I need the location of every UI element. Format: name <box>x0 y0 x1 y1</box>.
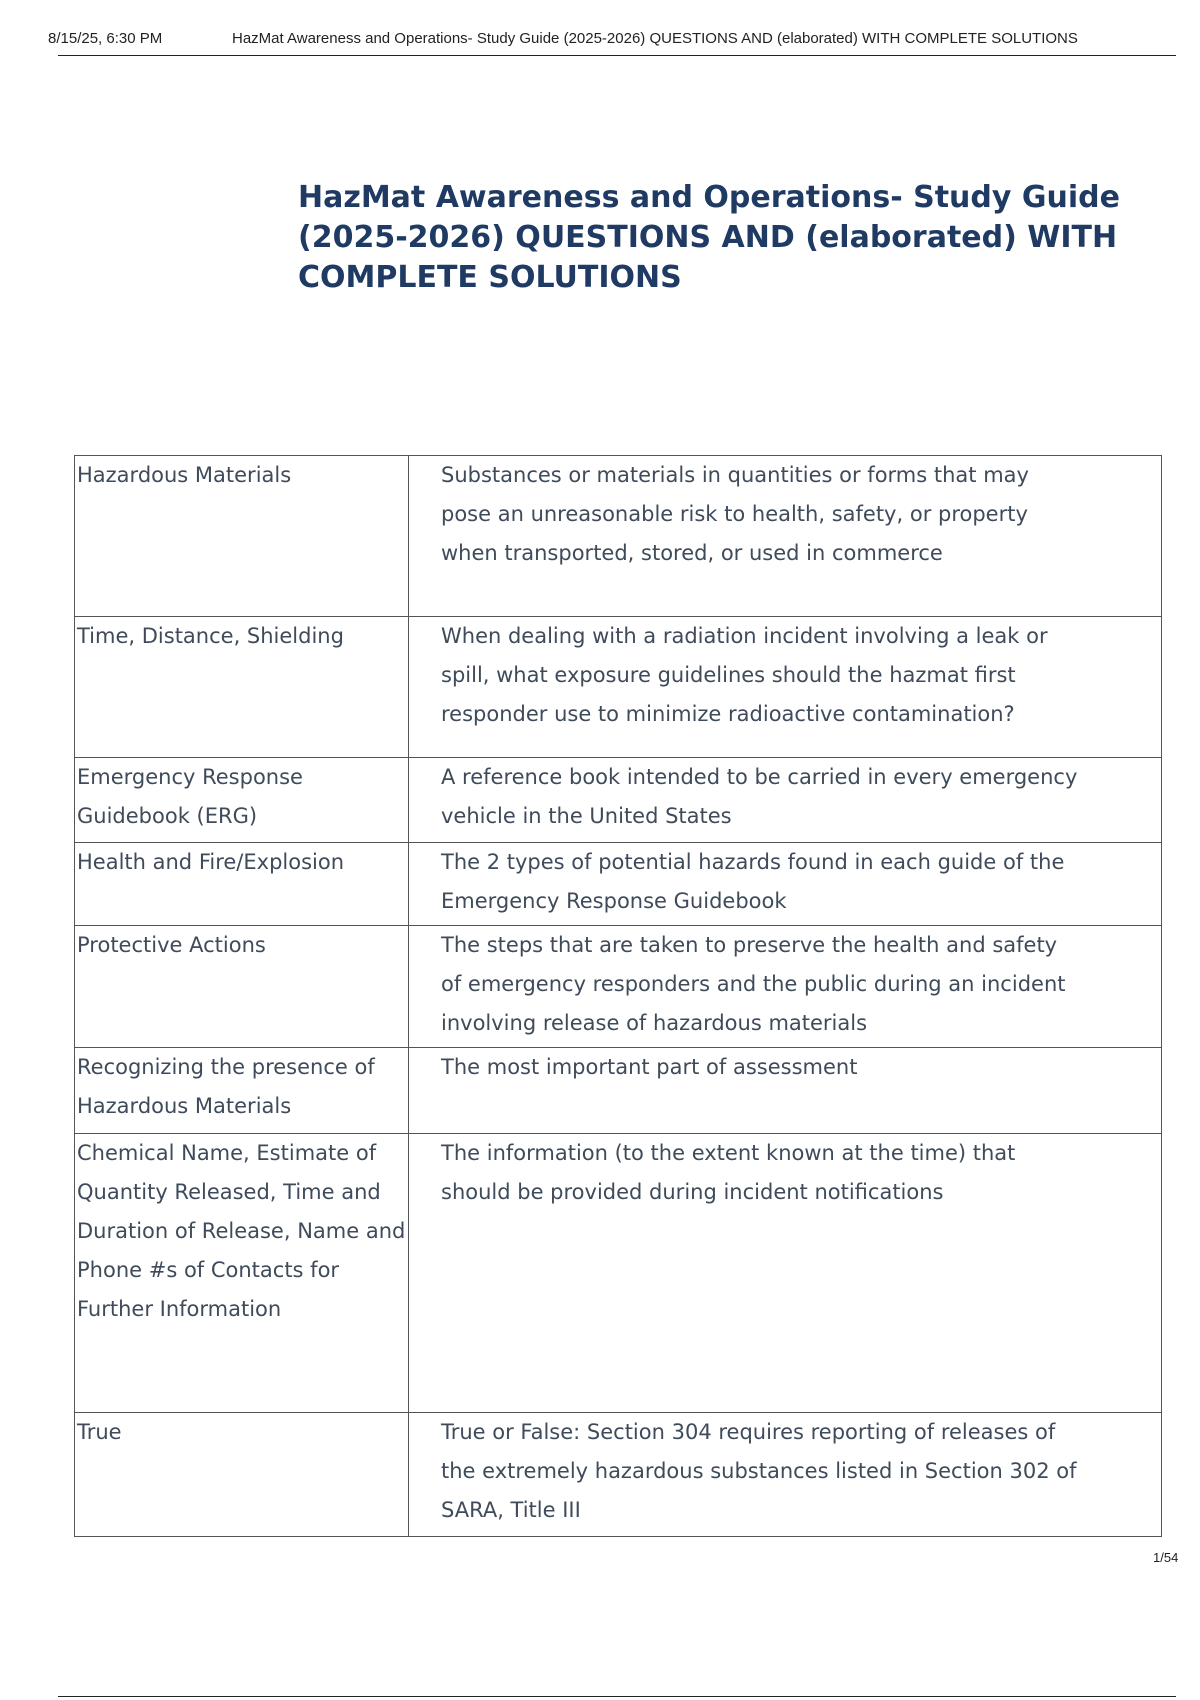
term-cell: Recognizing the presence of Hazardous Ma… <box>74 1047 409 1134</box>
page-number: 1/54 <box>1153 1550 1179 1565</box>
table-row: Emergency Response Guidebook (ERG) A refe… <box>74 757 1162 843</box>
table-row: Chemical Name, Estimate of Quantity Rele… <box>74 1133 1162 1413</box>
document-title: HazMat Awareness and Operations- Study G… <box>298 180 1120 295</box>
table-row: True True or False: Section 304 requires … <box>74 1412 1162 1537</box>
print-date: 8/15/25, 6:30 PM <box>48 30 163 47</box>
term-cell: Hazardous Materials <box>74 455 409 617</box>
header-rule <box>58 55 1176 56</box>
table-row: Recognizing the presence of Hazardous Ma… <box>74 1047 1162 1134</box>
print-title: HazMat Awareness and Operations- Study G… <box>232 30 1078 47</box>
footer-rule <box>58 1696 1176 1697</box>
definition-cell: When dealing with a radiation incident i… <box>408 616 1162 758</box>
term-cell: Emergency Response Guidebook (ERG) <box>74 757 409 843</box>
definition-cell: Substances or materials in quantities or… <box>408 455 1162 617</box>
term-cell: Health and Fire/Explosion <box>74 842 409 926</box>
definition-cell: A reference book intended to be carried … <box>408 757 1162 843</box>
table-row: Time, Distance, Shielding When dealing wi… <box>74 616 1162 758</box>
definition-cell: The most important part of assessment <box>408 1047 1162 1134</box>
definition-cell: True or False: Section 304 requires repo… <box>408 1412 1162 1537</box>
term-cell: Chemical Name, Estimate of Quantity Rele… <box>74 1133 409 1413</box>
table-row: Protective Actions The steps that are tak… <box>74 925 1162 1048</box>
definition-cell: The steps that are taken to preserve the… <box>408 925 1162 1048</box>
definition-cell: The information (to the extent known at … <box>408 1133 1162 1413</box>
qa-table: Hazardous Materials Substances or materia… <box>74 455 1162 1537</box>
term-cell: Time, Distance, Shielding <box>74 616 409 758</box>
table-row: Health and Fire/Explosion The 2 types of … <box>74 842 1162 926</box>
term-cell: Protective Actions <box>74 925 409 1048</box>
definition-cell: The 2 types of potential hazards found i… <box>408 842 1162 926</box>
table-row: Hazardous Materials Substances or materia… <box>74 455 1162 617</box>
term-cell: True <box>74 1412 409 1537</box>
